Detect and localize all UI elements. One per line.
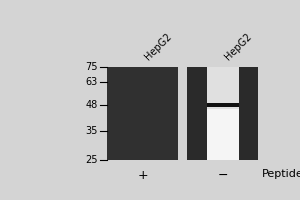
Text: HepG2: HepG2 bbox=[143, 32, 173, 62]
Bar bbox=[238, 67, 258, 160]
Text: 48: 48 bbox=[86, 100, 98, 110]
Bar bbox=[107, 67, 178, 160]
Bar bbox=[207, 103, 238, 107]
Bar bbox=[207, 67, 238, 160]
Bar bbox=[188, 67, 207, 160]
Text: 25: 25 bbox=[85, 155, 98, 165]
Text: +: + bbox=[137, 169, 148, 182]
Text: 75: 75 bbox=[85, 62, 98, 72]
Text: 63: 63 bbox=[86, 77, 98, 87]
Bar bbox=[207, 67, 238, 109]
Text: −: − bbox=[218, 169, 228, 182]
Text: HepG2: HepG2 bbox=[223, 32, 254, 62]
Text: 35: 35 bbox=[85, 126, 98, 136]
Text: Peptide: Peptide bbox=[262, 169, 300, 179]
